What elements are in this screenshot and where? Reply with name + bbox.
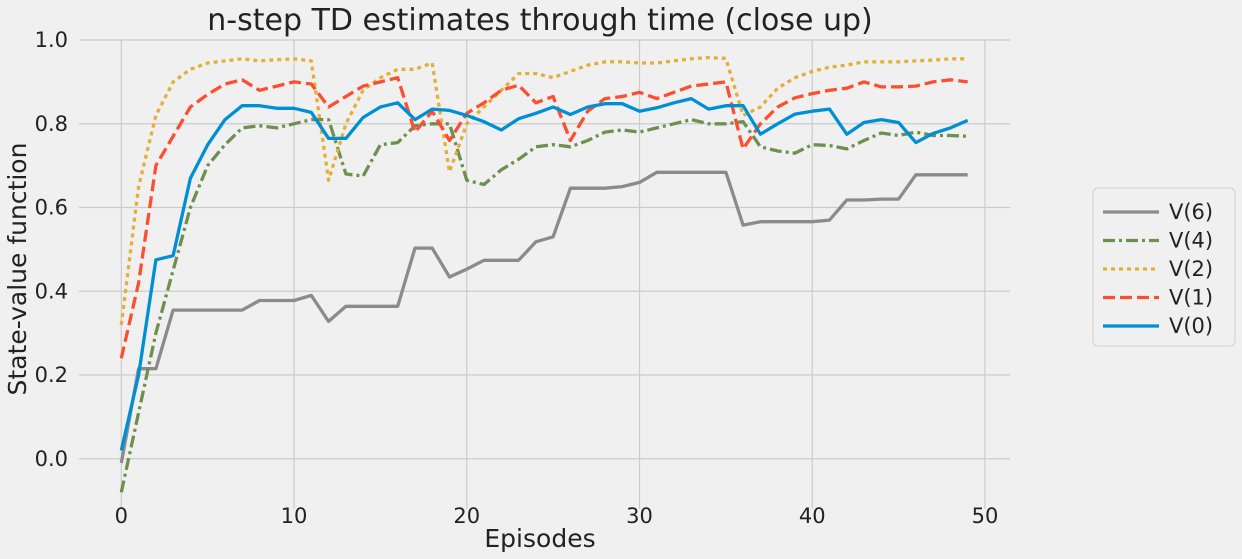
y-tick-labels: 0.0 0.2 0.4 0.6 0.8 1.0 (35, 28, 68, 471)
series-line-v4 (119, 117, 968, 493)
series-line-v6 (119, 170, 968, 464)
series-line-v0 (119, 96, 969, 451)
y-axis-label: State-value function (3, 143, 32, 396)
legend-label: V(4) (1169, 229, 1213, 253)
x-tick-labels: 0 10 20 30 40 50 (115, 504, 999, 528)
series-line-v1 (119, 76, 968, 359)
y-tick-label: 0.0 (35, 447, 68, 471)
x-axis-label: Episodes (484, 524, 595, 553)
legend-label: V(2) (1169, 257, 1213, 281)
y-tick-label: 1.0 (35, 28, 68, 52)
x-tick-label: 40 (799, 504, 826, 528)
x-tick-label: 0 (115, 504, 128, 528)
legend: V(6) V(4) V(2) V(1) V(0) (1092, 187, 1236, 347)
series-line-v2 (119, 55, 968, 326)
legend-label: V(6) (1169, 200, 1213, 224)
chart-title: n-step TD estimates through time (close … (207, 3, 872, 38)
y-tick-label: 0.8 (35, 112, 68, 136)
series-group (119, 55, 969, 493)
legend-box (1092, 187, 1236, 347)
x-tick-label: 30 (626, 504, 653, 528)
x-tick-label: 50 (972, 504, 999, 528)
legend-label: V(0) (1169, 314, 1213, 338)
legend-label: V(1) (1169, 286, 1213, 310)
x-tick-label: 20 (453, 504, 480, 528)
y-tick-label: 0.2 (35, 363, 68, 387)
grid (79, 39, 1010, 509)
x-tick-label: 10 (281, 504, 308, 528)
y-tick-label: 0.6 (35, 196, 68, 220)
y-tick-label: 0.4 (35, 279, 68, 303)
